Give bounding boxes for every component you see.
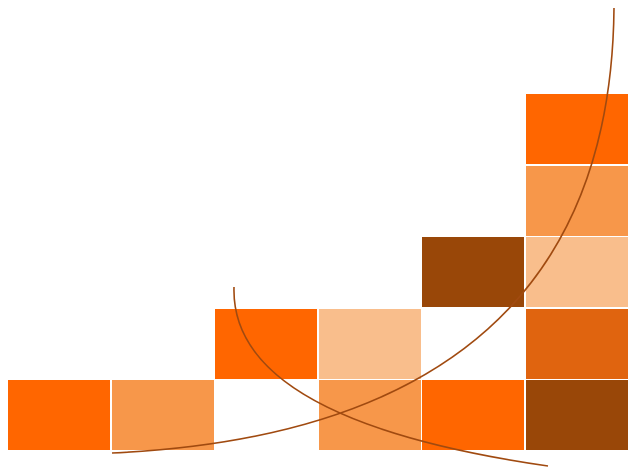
tile-peach	[319, 309, 421, 379]
tile-orange	[526, 94, 628, 164]
tile-light-orange	[112, 380, 214, 450]
tile-brown	[526, 380, 628, 450]
tile-brown	[422, 237, 524, 307]
tile-orange	[422, 380, 524, 450]
tile-light-orange	[526, 166, 628, 236]
tile-dark-orange	[526, 309, 628, 379]
arc-large	[111, 7, 615, 454]
tile-white	[422, 309, 524, 379]
tile-orange	[8, 380, 110, 450]
tile-orange	[215, 309, 317, 379]
arc-small	[233, 286, 549, 467]
tile-peach	[526, 237, 628, 307]
